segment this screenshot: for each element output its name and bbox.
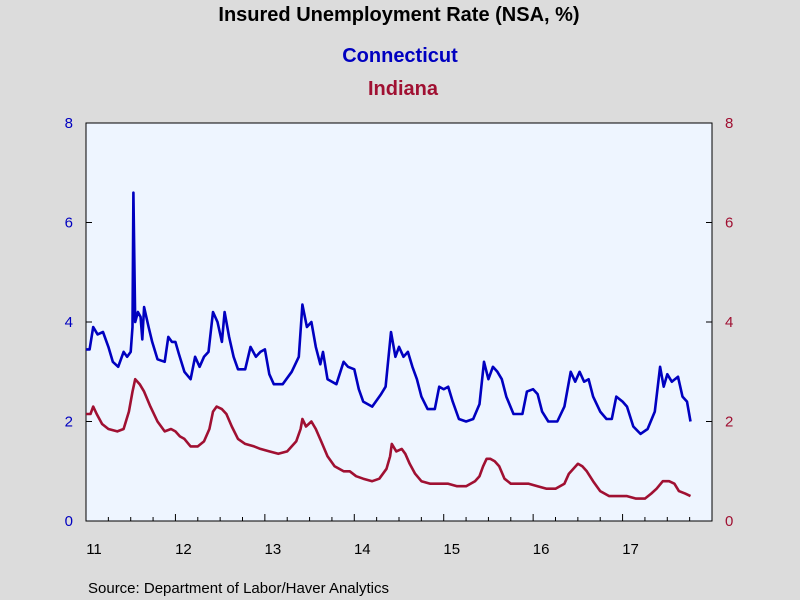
x-tick-label: 16 [533, 541, 550, 558]
x-tick-label: 13 [265, 541, 282, 558]
left-tick-label: 2 [65, 414, 73, 431]
x-axis: 11 12 13 14 15 16 17 [85, 514, 713, 558]
left-tick-label: 8 [65, 115, 73, 132]
x-tick-label: 14 [354, 541, 371, 558]
right-tick-label: 2 [725, 414, 733, 431]
right-tick-label: 4 [725, 314, 733, 331]
right-tick-label: 6 [725, 215, 733, 232]
x-tick-label: 11 [86, 541, 102, 558]
right-y-axis: 0 2 4 6 8 [706, 115, 733, 530]
right-tick-label: 8 [725, 115, 733, 132]
left-y-axis: 0 2 4 6 8 [65, 115, 92, 530]
source-note: Source: Department of Labor/Haver Analyt… [88, 580, 389, 597]
series-line-connecticut [86, 191, 692, 436]
plot-area [85, 122, 713, 522]
series-line-indiana [86, 377, 692, 500]
legend-indiana: Indiana [368, 78, 439, 100]
chart-title: Insured Unemployment Rate (NSA, %) [218, 4, 579, 26]
right-tick-label: 0 [725, 513, 733, 530]
left-tick-label: 6 [65, 215, 73, 232]
left-tick-label: 0 [65, 513, 73, 530]
x-tick-label: 15 [443, 541, 460, 558]
x-tick-label: 12 [175, 541, 192, 558]
series-lines [86, 191, 692, 500]
left-tick-label: 4 [65, 314, 73, 331]
x-tick-label: 17 [622, 541, 639, 558]
legend-connecticut: Connecticut [342, 45, 458, 67]
